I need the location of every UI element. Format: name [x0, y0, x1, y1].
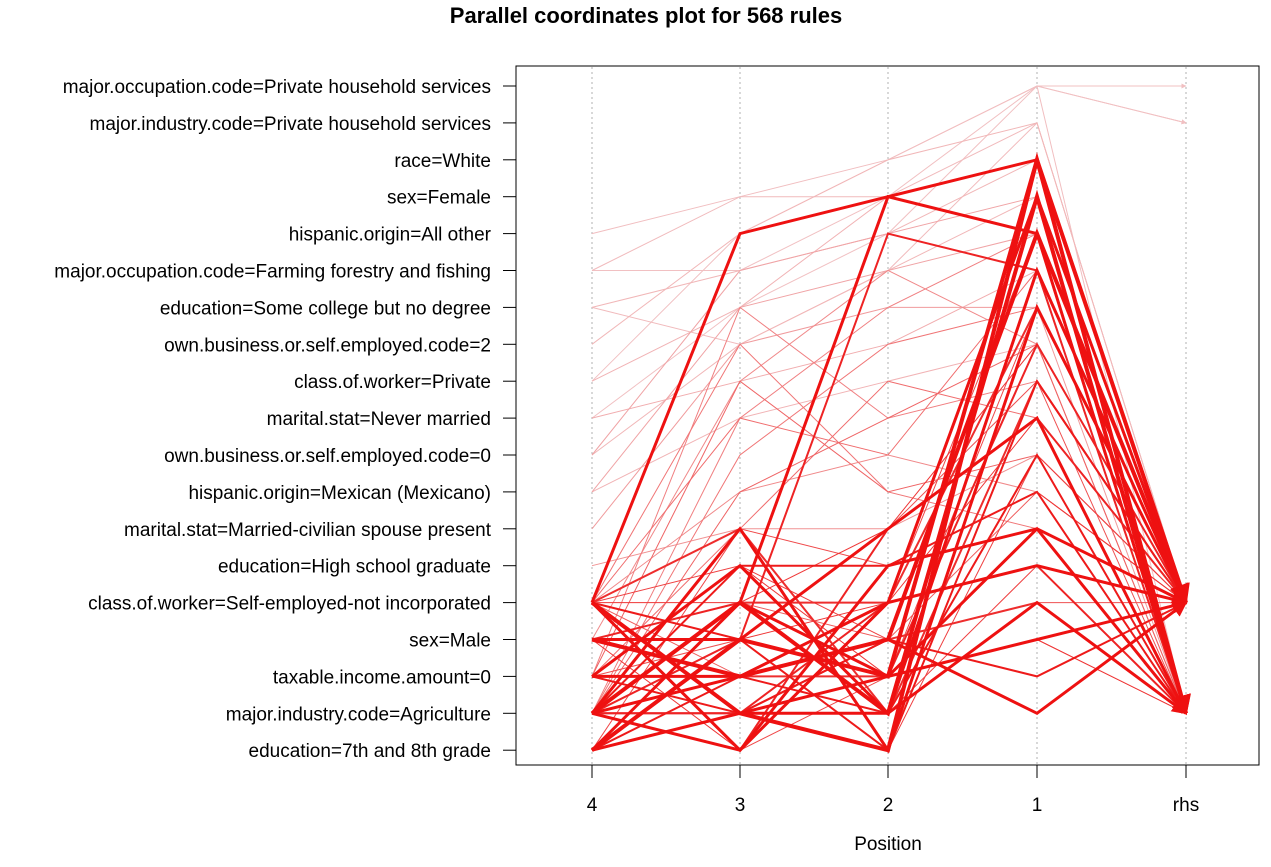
x-tick-label: 3 [735, 795, 746, 816]
rule-line [591, 417, 1187, 751]
grid-lines [591, 67, 1187, 764]
rule-line [591, 600, 1187, 714]
x-tick-label: 4 [587, 795, 598, 816]
rule-line [591, 601, 1187, 715]
rule-line [591, 416, 1187, 752]
y-tick-label: education=Some college but no degree [160, 298, 491, 319]
rule-line [591, 306, 1187, 714]
rule-line [590, 192, 1189, 753]
y-tick-label: major.occupation.code=Farming forestry a… [54, 262, 491, 283]
rule-line [590, 157, 1190, 715]
y-axis: major.occupation.code=Private household … [54, 77, 516, 762]
y-tick-label: major.occupation.code=Private household … [63, 77, 491, 98]
rule-line [591, 306, 1187, 714]
y-tick-label: sex=Female [387, 188, 491, 209]
x-tick-label: 1 [1032, 795, 1043, 816]
y-tick-label: class.of.worker=Private [294, 372, 491, 393]
rule-line [591, 598, 1188, 715]
rule-lines [590, 83, 1191, 754]
y-tick-label: taxable.income.amount=0 [273, 667, 491, 688]
rule-line [590, 303, 1188, 754]
x-tick-label: rhs [1173, 795, 1199, 816]
rule-line [592, 83, 1187, 271]
rule-line [591, 602, 1187, 714]
rule-line [591, 343, 1187, 714]
y-tick-label: marital.stat=Never married [267, 409, 491, 430]
rule-line [591, 269, 1187, 604]
rule-line [591, 122, 1188, 604]
chart-title: Parallel coordinates plot for 568 rules [450, 3, 842, 28]
rule-line [592, 601, 1188, 716]
y-tick-label: education=7th and 8th grade [249, 741, 491, 762]
x-axis: 4 3 2 1 rhs [587, 765, 1199, 816]
y-tick-label: hispanic.origin=All other [289, 225, 492, 246]
rule-line [591, 527, 1188, 752]
rule-line [591, 194, 1190, 715]
x-tick-label: 2 [883, 795, 894, 816]
y-tick-label: race=White [394, 151, 491, 172]
y-tick-label: major.industry.code=Private household se… [90, 114, 492, 135]
x-axis-label: Position [854, 834, 922, 855]
y-tick-label: own.business.or.self.employed.code=0 [164, 446, 491, 467]
rule-line [591, 600, 1188, 752]
rule-line [591, 85, 1187, 419]
y-tick-label: hispanic.origin=Mexican (Mexicano) [188, 483, 491, 504]
rule-line [591, 342, 1187, 678]
rule-line [591, 159, 1188, 714]
rule-line [591, 159, 1188, 714]
rule-line [592, 601, 1187, 715]
y-tick-label: class.of.worker=Self-employed-not incorp… [88, 594, 491, 615]
y-tick-label: marital.stat=Married-civilian spouse pre… [124, 520, 492, 541]
y-tick-label: major.industry.code=Agriculture [226, 704, 491, 725]
y-tick-label: education=High school graduate [218, 557, 491, 578]
rule-line [591, 269, 1187, 604]
y-tick-label: sex=Male [409, 631, 491, 652]
y-tick-label: own.business.or.self.employed.code=2 [164, 335, 491, 356]
